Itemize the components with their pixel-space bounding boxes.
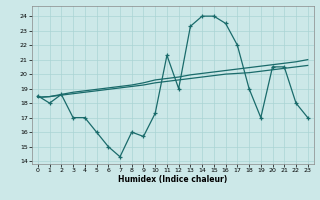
X-axis label: Humidex (Indice chaleur): Humidex (Indice chaleur) [118,175,228,184]
